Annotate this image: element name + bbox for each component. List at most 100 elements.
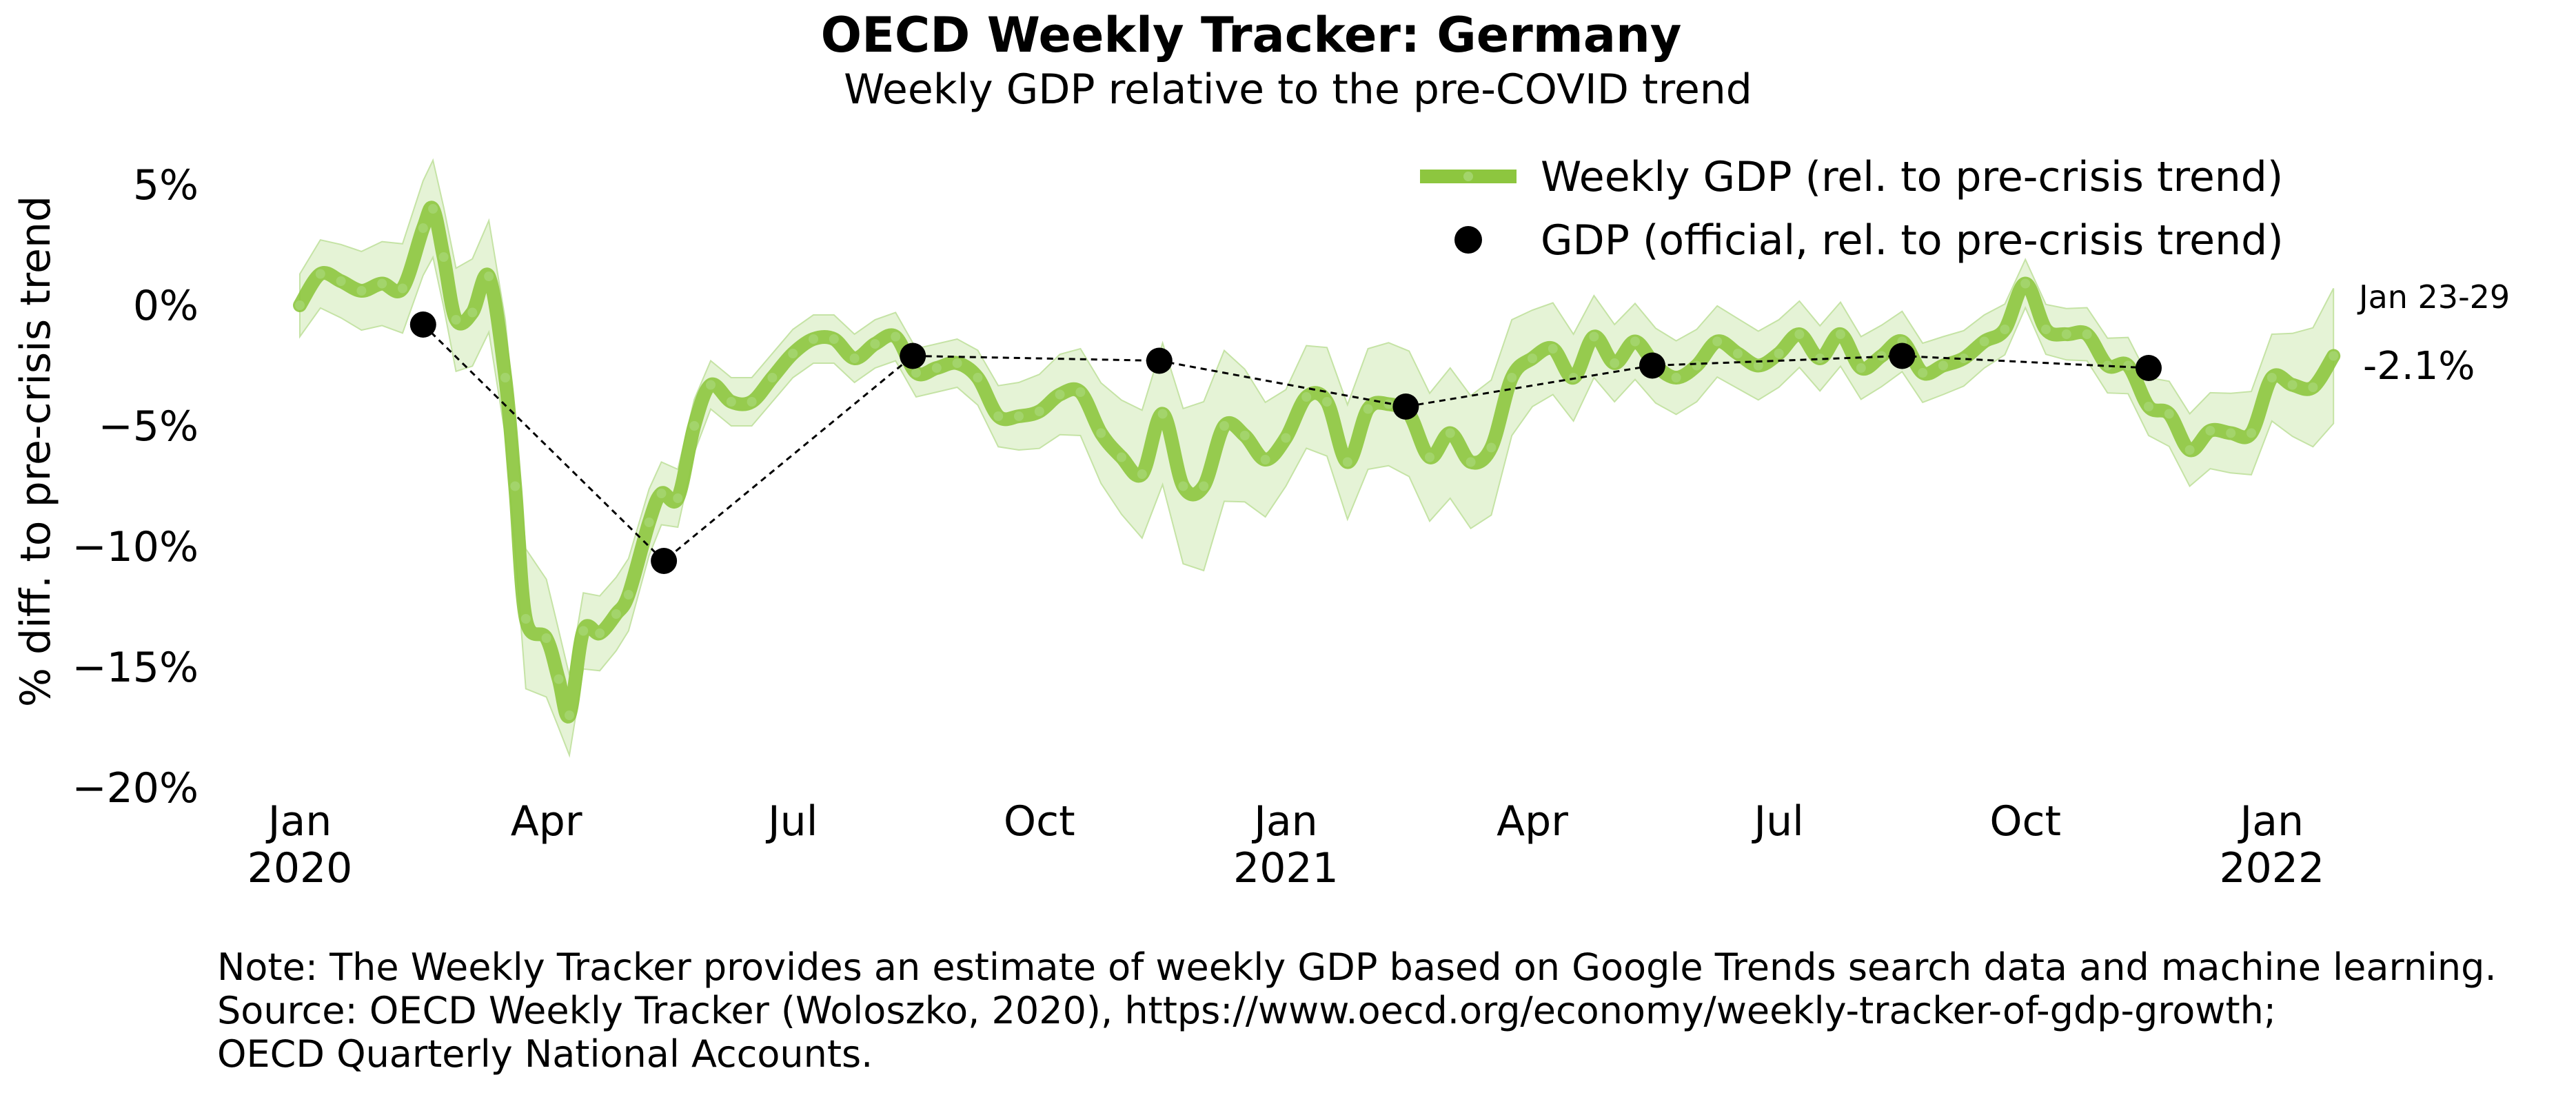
weekly-gdp-point xyxy=(484,272,494,281)
weekly-gdp-point xyxy=(829,334,839,344)
weekly-gdp-point xyxy=(2266,373,2277,382)
weekly-gdp-point xyxy=(1836,329,1845,339)
x-tick-label: Jan xyxy=(265,797,332,846)
weekly-gdp-point xyxy=(1733,349,1743,358)
weekly-gdp-point xyxy=(1507,373,1517,382)
weekly-gdp-point xyxy=(2020,278,2031,289)
weekly-gdp-point xyxy=(565,710,574,720)
x-tick-year-label: 2021 xyxy=(1233,844,1339,892)
weekly-gdp-point xyxy=(1958,354,1969,363)
chart-subtitle: Weekly GDP relative to the pre-COVID tre… xyxy=(844,65,1752,114)
weekly-gdp-point xyxy=(1753,360,1763,371)
weekly-gdp-point xyxy=(520,614,531,624)
weekly-gdp-point xyxy=(1322,397,1332,407)
weekly-gdp-point xyxy=(1856,363,1866,373)
weekly-gdp-point xyxy=(1301,392,1312,402)
weekly-gdp-point xyxy=(1774,349,1784,358)
weekly-gdp-point xyxy=(891,331,901,342)
y-tick-label: −20% xyxy=(72,764,199,812)
weekly-gdp-point xyxy=(2184,445,2195,455)
weekly-gdp-point xyxy=(1199,481,1209,491)
weekly-gdp-point xyxy=(541,633,551,643)
weekly-gdp-point xyxy=(1918,368,1928,378)
weekly-gdp-point xyxy=(1712,336,1723,347)
weekly-gdp-point xyxy=(2308,382,2318,392)
x-tick-label: Oct xyxy=(1004,797,1075,846)
official-gdp-connector xyxy=(422,323,2149,563)
weekly-gdp-point xyxy=(767,373,778,382)
official-gdp-point xyxy=(1146,347,1173,374)
weekly-gdp-point xyxy=(2205,426,2215,436)
weekly-gdp-point xyxy=(2247,428,2256,438)
weekly-gdp-point xyxy=(336,276,346,286)
weekly-gdp-point xyxy=(911,368,921,378)
weekly-gdp-point xyxy=(1096,428,1106,438)
weekly-gdp-point xyxy=(1363,404,1373,414)
weekly-gdp-point xyxy=(1589,331,1599,342)
weekly-gdp-point xyxy=(2041,325,2051,334)
weekly-gdp-point xyxy=(418,223,428,233)
weekly-gdp-point xyxy=(673,493,683,503)
official-gdp-point xyxy=(651,548,678,574)
weekly-gdp-point xyxy=(428,204,438,214)
confidence-band xyxy=(299,158,2335,758)
x-tick-year-label: 2022 xyxy=(2219,844,2324,892)
weekly-gdp-point xyxy=(398,283,407,294)
official-gdp-point xyxy=(1889,342,1916,369)
last-week-date-annotation: Jan 23-29 xyxy=(2357,278,2510,316)
weekly-gdp-point xyxy=(1178,481,1188,491)
weekly-gdp-point xyxy=(2144,402,2153,411)
weekly-gdp-point xyxy=(1281,433,1291,443)
footnote-line-1: Note: The Weekly Tracker provides an est… xyxy=(217,945,2497,989)
x-tick-label: Jul xyxy=(1751,797,1803,846)
x-tick-label: Apr xyxy=(1497,797,1568,846)
y-tick-label: 5% xyxy=(133,161,199,209)
weekly-gdp-point xyxy=(2329,351,2339,361)
confidence-band-layer xyxy=(299,158,2335,758)
official-gdp-layer xyxy=(409,311,2162,574)
weekly-gdp-point xyxy=(952,358,962,368)
weekly-gdp-point xyxy=(1568,373,1579,382)
weekly-gdp-point xyxy=(1979,336,1989,347)
weekly-gdp-point xyxy=(623,590,633,600)
x-tick-label: Oct xyxy=(1989,797,2061,846)
weekly-gdp-point xyxy=(1445,428,1455,438)
weekly-gdp-point xyxy=(2082,329,2092,339)
weekly-gdp-point xyxy=(1239,431,1250,440)
weekly-gdp-point xyxy=(356,286,367,296)
weekly-gdp-point xyxy=(747,397,757,407)
y-tick-labels: 5% 0% −5% −10% −15% −20% xyxy=(72,161,199,812)
weekly-gdp-point xyxy=(2164,409,2174,419)
y-tick-label: −10% xyxy=(72,523,199,571)
weekly-gdp-point xyxy=(595,628,605,638)
y-tick-label: −5% xyxy=(99,402,199,451)
weekly-gdp-point xyxy=(578,626,589,636)
weekly-gdp-point xyxy=(611,609,621,619)
weekly-gdp-point xyxy=(870,339,880,349)
weekly-gdp-point xyxy=(295,300,305,310)
weekly-gdp-point xyxy=(1938,360,1948,371)
weekly-gdp-point xyxy=(554,674,564,684)
weekly-gdp-point xyxy=(1486,442,1497,453)
weekly-gdp-point xyxy=(500,373,510,382)
weekly-gdp-point xyxy=(788,349,798,358)
x-tick-label: Jan xyxy=(2238,797,2304,846)
weekly-gdp-point xyxy=(1137,469,1147,479)
legend: Weekly GDP (rel. to pre-crisis trend) GD… xyxy=(1420,153,2284,265)
weekly-gdp-point xyxy=(1528,354,1537,363)
footnote-line-2: Source: OECD Weekly Tracker (Woloszko, 2… xyxy=(217,989,2276,1032)
official-gdp-point xyxy=(1639,352,1665,379)
weekly-gdp-point xyxy=(2061,329,2071,339)
weekly-gdp-point xyxy=(1034,407,1044,416)
weekly-gdp-point xyxy=(706,380,716,390)
weekly-gdp-point xyxy=(1815,354,1825,363)
x-tick-label: Apr xyxy=(511,797,582,846)
weekly-gdp-point xyxy=(2287,380,2298,390)
weekly-gdp-point xyxy=(1794,329,1805,339)
weekly-gdp-point xyxy=(809,334,818,344)
last-week-value-annotation: -2.1% xyxy=(2363,344,2475,389)
weekly-gdp-point xyxy=(656,489,667,498)
official-gdp-point xyxy=(409,311,436,338)
x-tick-label: Jan xyxy=(1251,797,1318,846)
